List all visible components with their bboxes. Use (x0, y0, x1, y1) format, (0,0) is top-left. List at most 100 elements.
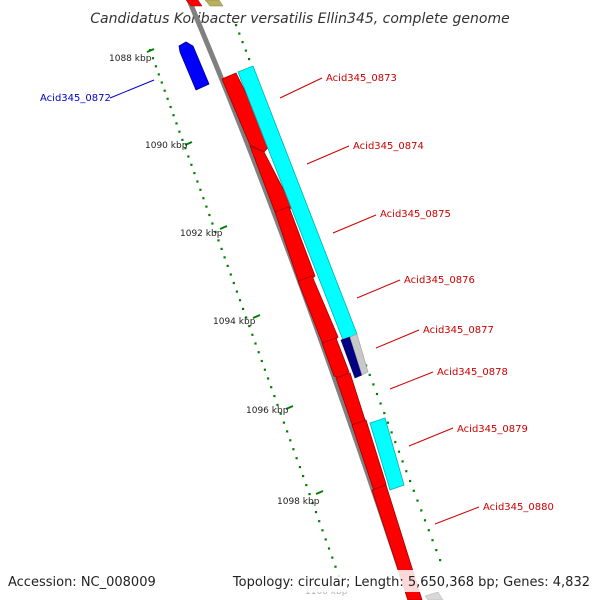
minor-tick-dot (163, 89, 166, 92)
minor-tick-dot (151, 57, 155, 60)
gene-label-0874[interactable]: Acid345_0874 (353, 141, 424, 152)
feature-tick-dot (386, 421, 389, 424)
leader-0875 (332, 214, 377, 234)
minor-tick-dot (217, 239, 220, 242)
leader-0879 (408, 427, 454, 447)
leader-0880 (434, 506, 480, 525)
minor-tick-dot (302, 475, 305, 478)
minor-tick-dot (318, 520, 321, 523)
feature-tick-dot (416, 499, 419, 502)
feature-tick-dot (379, 402, 382, 405)
feature-cyan-1 (237, 65, 358, 341)
minor-tick-dot (226, 264, 229, 267)
accession-text: Accession: NC_008009 (8, 575, 156, 590)
feature-tick-dot (412, 489, 415, 492)
minor-tick-dot (282, 421, 285, 424)
minor-tick-dot (178, 130, 181, 133)
feature-light-gray-bottom (424, 591, 444, 600)
minor-tick-dot (273, 395, 276, 398)
feature-tick-dot (241, 41, 244, 44)
gene-label-0872[interactable]: Acid345_0872 (40, 93, 111, 104)
feature-tick-dot (238, 32, 241, 35)
leader-0874 (306, 145, 350, 165)
minor-tick-dot (311, 502, 314, 505)
minor-tick-dot (334, 565, 337, 568)
gene-label-0879[interactable]: Acid345_0879 (457, 424, 528, 435)
feature-tick-dot (383, 412, 386, 415)
gene-label-0875[interactable]: Acid345_0875 (380, 209, 451, 220)
tick-label-1090: 1090 kbp (145, 141, 188, 151)
minor-tick-dot (214, 230, 217, 233)
feature-track (237, 65, 444, 600)
minor-tick-dot (166, 97, 169, 100)
minor-tick-dot (286, 430, 289, 433)
minor-tick-dot (263, 368, 266, 371)
minor-tick-dot (314, 511, 318, 514)
minor-tick-dot (254, 342, 257, 345)
feature-tick-dot (248, 58, 251, 61)
feature-tick-dot (435, 549, 438, 552)
minor-tick-dot (181, 138, 184, 141)
minor-tick-dot (305, 484, 308, 487)
minor-tick-dot (279, 412, 282, 415)
feature-tick-dot (244, 49, 247, 52)
major-tick-1098 (315, 490, 324, 495)
minor-tick-dot (267, 377, 270, 380)
minor-tick-dot (270, 386, 273, 389)
gene-label-0878[interactable]: Acid345_0878 (437, 367, 508, 378)
feature-tick-dot (423, 519, 427, 522)
leader-0872 (109, 79, 155, 99)
feature-tick-dot (235, 24, 238, 27)
minor-tick-dot (260, 359, 263, 363)
gene-labels: Acid345_0872 Acid345_0873 Acid345_0874 A… (40, 73, 554, 513)
gene-label-0873[interactable]: Acid345_0873 (326, 73, 397, 84)
major-tick-1088 (146, 48, 155, 53)
label-leaders (109, 77, 480, 525)
minor-tick-dot (324, 538, 327, 541)
minor-tick-dot (202, 197, 205, 200)
genome-backbone (186, 0, 413, 600)
minor-tick-dot (289, 439, 292, 442)
minor-tick-dot (205, 205, 208, 208)
minor-tick-dot (321, 529, 324, 532)
minor-tick-dot (235, 290, 238, 293)
feature-tick-dot (397, 450, 401, 453)
minor-tick-dot (327, 547, 331, 550)
gene-label-0880[interactable]: Acid345_0880 (483, 502, 554, 513)
gene-label-0877[interactable]: Acid345_0877 (423, 325, 494, 336)
feature-tick-dot (409, 479, 412, 483)
minor-tick-dot (308, 493, 311, 496)
tick-label-1088: 1088 kbp (109, 54, 152, 64)
minor-tick-dot (232, 281, 235, 285)
minor-tick-dot (211, 222, 214, 225)
minor-tick-dot (276, 403, 279, 406)
minor-tick-dot (229, 273, 232, 276)
minor-tick-dot (175, 122, 178, 125)
leader-0873 (279, 77, 323, 99)
minor-tick-dot (257, 351, 260, 354)
major-ticks: 1088 kbp 1090 kbp 1092 kbp 1094 kbp 1096… (109, 48, 348, 597)
feature-tick-dot (439, 559, 442, 562)
feature-tick-dot (375, 392, 379, 396)
minor-tick-dot (292, 448, 295, 451)
minor-tick-dot (199, 188, 202, 191)
minor-tick-dot (208, 213, 211, 217)
feature-tick-dot (420, 509, 423, 512)
minor-tick-dot (223, 256, 226, 259)
tick-label-1094: 1094 kbp (213, 317, 256, 327)
minor-tick-dot (172, 114, 175, 117)
gene-label-0876[interactable]: Acid345_0876 (404, 275, 475, 286)
minor-tick-dot (169, 105, 172, 109)
feature-gray (349, 333, 369, 376)
feature-tick-dot (431, 539, 434, 542)
minor-tick-dot (242, 307, 245, 310)
minor-tick-dot (245, 316, 248, 319)
tick-label-1096: 1096 kbp (246, 406, 289, 416)
minor-tick-dot (187, 155, 190, 158)
leader-0877 (375, 329, 420, 349)
major-tick-1090 (184, 141, 193, 146)
major-tick-1092 (219, 225, 228, 230)
minor-ticks (149, 49, 344, 587)
minor-tick-dot (160, 81, 163, 84)
